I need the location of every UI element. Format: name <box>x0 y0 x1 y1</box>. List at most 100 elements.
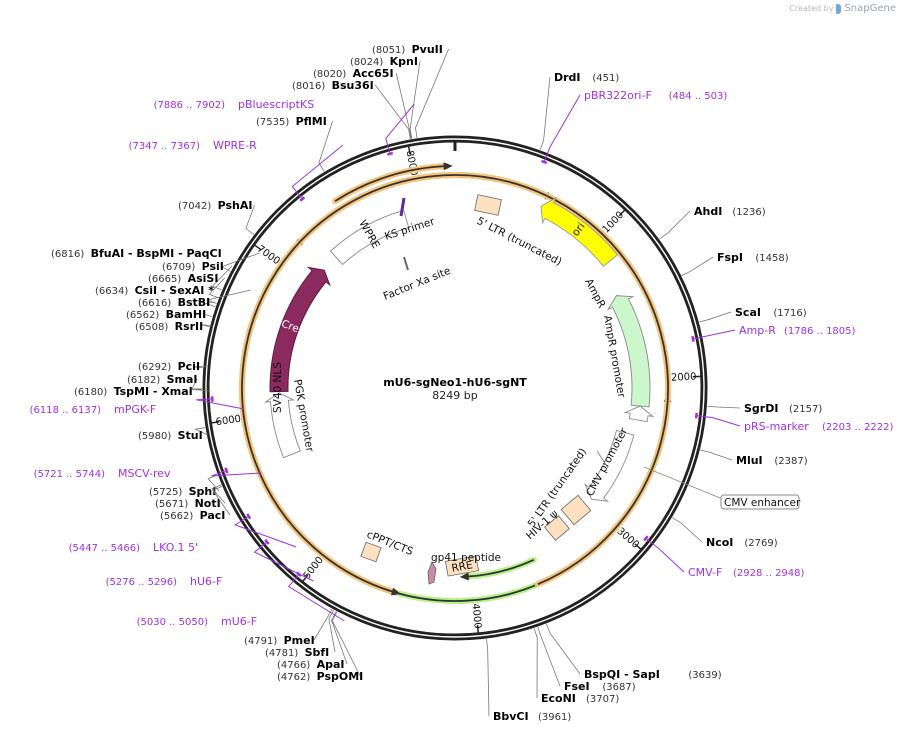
enzyme-name[interactable]: BamHI <box>166 308 207 321</box>
enzyme-mlui[interactable]: MluI (2387) <box>700 449 808 467</box>
factor-xa-label[interactable]: Factor Xa site <box>382 265 453 303</box>
enzyme-pshai[interactable]: (7042) PshAI <box>178 199 255 235</box>
enzyme-pmei[interactable]: (4791) PmeI <box>244 608 333 647</box>
enzyme-name[interactable]: PflMI <box>296 115 327 128</box>
enzyme-name[interactable]: MluI <box>736 454 763 467</box>
primer-mpgk-f[interactable]: (6118 .. 6137) mPGK-F <box>30 396 245 416</box>
orf-line[interactable] <box>465 558 535 578</box>
enzyme-name[interactable]: FseI <box>564 680 590 693</box>
primer-name[interactable]: MSCV-rev <box>118 467 171 480</box>
cmv-enhancer-box[interactable] <box>720 494 800 510</box>
enzyme-pcii[interactable]: (6292) PciI <box>138 360 209 373</box>
feature-ampr[interactable] <box>606 295 651 408</box>
primer-cmv-f[interactable]: CMV-F (2928 .. 2948) <box>643 535 805 579</box>
feature-box[interactable] <box>444 555 480 577</box>
enzyme-name[interactable]: KpnI <box>390 55 418 68</box>
enzyme-name[interactable]: AhdI <box>694 205 722 218</box>
enzyme-bbvci[interactable]: BbvCI (3961) <box>486 638 571 723</box>
primer-wpre-r[interactable]: (7347 .. 7367) WPRE-R <box>129 139 344 202</box>
enzyme-name[interactable]: FspI <box>717 251 743 264</box>
enzyme-name[interactable]: PciI <box>178 360 200 373</box>
primer-name[interactable]: pBluescriptKS <box>238 98 314 111</box>
feature-cmv-promoter[interactable] <box>584 429 635 502</box>
enzyme-bsu36i[interactable]: (8016) Bsu36I <box>292 79 411 140</box>
primer-mscv-rev[interactable]: (5721 .. 5744) MSCV-rev <box>34 467 262 480</box>
primer-pbluescriptks[interactable]: (7886 .. 7902) pBluescriptKS <box>154 98 415 156</box>
enzyme-name[interactable]: PvuII <box>412 43 443 56</box>
primer-amp-r[interactable]: Amp-R (1786 .. 1805) <box>691 324 856 342</box>
feature-hiv-1-psi[interactable] <box>544 515 570 541</box>
enzyme-bstbi[interactable]: (6616) BstBI <box>138 296 216 309</box>
enzyme-name[interactable]: ScaI <box>735 306 761 319</box>
enzyme-name[interactable]: Acc65I <box>353 67 394 80</box>
enzyme-ncoi[interactable]: NcoI (2769) <box>672 517 778 549</box>
enzyme-name[interactable]: CsiI - SexAI * <box>135 284 215 297</box>
primer-lko-1-5-[interactable]: (5447 .. 5466) LKO.1 5' <box>69 513 297 554</box>
enzyme-name[interactable]: PshAI <box>218 199 253 212</box>
enzyme-name[interactable]: BspQI - SapI <box>584 668 660 681</box>
primer-name[interactable]: mPGK-F <box>114 403 156 416</box>
enzyme-psii[interactable]: (6709) PsiI <box>162 260 233 291</box>
feature-ampr-promoter[interactable] <box>623 405 655 423</box>
enzyme-name[interactable]: SphI <box>189 485 217 498</box>
enzyme-asisi[interactable]: (6665) AsiSI <box>148 272 225 299</box>
enzyme-econi[interactable]: EcoNI (3707) <box>533 628 619 705</box>
enzyme-noti[interactable]: (5671) NotI <box>155 484 226 510</box>
enzyme-bfuai[interactable]: (6816) BfuAI - BspMI - PaqCI <box>51 247 260 272</box>
enzyme-pspomi[interactable]: (4762) PspOMI <box>277 611 364 683</box>
ltr-top-label[interactable]: 5' LTR (truncated) <box>475 215 564 268</box>
primer-name[interactable]: pRS-marker <box>744 420 809 433</box>
enzyme-name[interactable]: DrdI <box>554 71 581 84</box>
enzyme-name[interactable]: PacI <box>200 509 226 522</box>
feature-rre[interactable]: RRE <box>444 555 480 577</box>
feature-box[interactable] <box>474 194 502 216</box>
enzyme-name[interactable]: RsrII <box>175 320 204 333</box>
enzyme-name[interactable]: SbfI <box>305 646 330 659</box>
gp41-label[interactable]: gp41 peptide <box>431 552 501 564</box>
enzyme-drdi[interactable]: DrdI (451) <box>539 71 619 150</box>
enzyme-name[interactable]: SmaI <box>167 373 198 386</box>
enzyme-name[interactable]: BbvCI <box>493 710 529 723</box>
primer-name[interactable]: mU6-F <box>221 615 257 628</box>
enzyme-stui[interactable]: (5980) StuI <box>138 427 209 442</box>
feature-wpre[interactable] <box>329 209 410 266</box>
enzyme-name[interactable]: PmeI <box>284 634 315 647</box>
enzyme-fsei[interactable]: FseI (3687) <box>537 626 636 693</box>
primer-name[interactable]: hU6-F <box>190 575 222 588</box>
orf-line[interactable] <box>241 174 669 594</box>
enzyme-name[interactable]: AsiSI <box>188 272 219 285</box>
enzyme-name[interactable]: NotI <box>195 497 221 510</box>
enzyme-name[interactable]: PspOMI <box>317 670 364 683</box>
enzyme-ahdi[interactable]: AhdI (1236) <box>659 205 766 240</box>
primer-pbr322ori-f[interactable]: pBR322ori-F (484 .. 503) <box>541 89 728 165</box>
enzyme-name[interactable]: BstBI <box>178 296 211 309</box>
enzyme-tspmi[interactable]: (6180) TspMI - XmaI <box>74 385 211 398</box>
feature-box[interactable] <box>544 515 570 541</box>
enzyme-name[interactable]: ApaI <box>317 658 345 671</box>
enzyme-scai[interactable]: ScaI (1716) <box>699 306 807 323</box>
primer-name[interactable]: WPRE-R <box>213 139 257 152</box>
enzyme-name[interactable]: NcoI <box>706 536 733 549</box>
primer-name[interactable]: LKO.1 5' <box>153 541 198 554</box>
primer-mu6-f[interactable]: (5030 .. 5050) mU6-F <box>137 571 345 628</box>
ampr-label[interactable]: AmpR <box>582 277 607 310</box>
enzyme-acc65i[interactable]: (8020) Acc65I <box>313 67 412 139</box>
enzyme-bamhi[interactable]: (6562) BamHI <box>126 308 213 321</box>
feature-5-ltr-truncated-lower[interactable] <box>560 494 592 526</box>
enzyme-name[interactable]: SgrDI <box>744 402 778 415</box>
primer-hu6-f[interactable]: (5276 .. 5296) hU6-F <box>106 538 314 588</box>
enzyme-name[interactable]: StuI <box>178 429 203 442</box>
orf-line[interactable] <box>334 165 447 202</box>
enzyme-pflmi[interactable]: (7535) PflMI <box>256 115 333 172</box>
enzyme-name[interactable]: TspMI - XmaI <box>114 385 193 398</box>
enzyme-fspi[interactable]: FspI (1458) <box>681 251 789 276</box>
enzyme-name[interactable]: EcoNI <box>541 692 576 705</box>
feature-box[interactable] <box>560 494 592 526</box>
enzyme-name[interactable]: PsiI <box>202 260 224 273</box>
gp41-peptide-feature[interactable] <box>427 561 437 585</box>
primer-name[interactable]: CMV-F <box>688 566 722 579</box>
enzyme-rsrii[interactable]: (6508) RsrII <box>135 320 212 333</box>
enzyme-sgrdi[interactable]: SgrDI (2157) <box>707 402 822 415</box>
feature-box[interactable] <box>360 541 382 563</box>
cmv-enhancer-label[interactable]: CMV enhancer <box>724 497 801 509</box>
